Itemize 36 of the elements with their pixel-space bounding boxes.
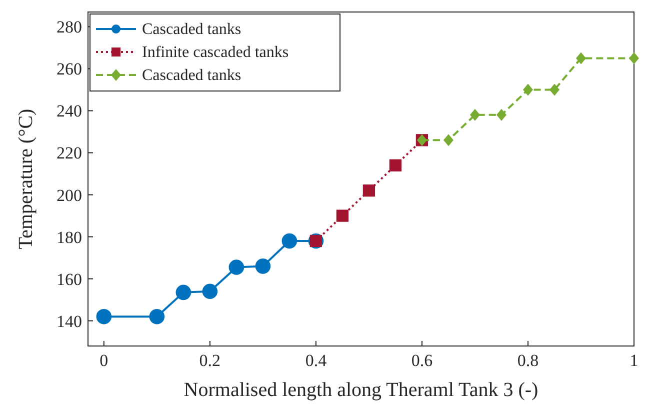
x-tick-label: 0.2 [199, 351, 221, 370]
point [282, 233, 298, 249]
y-tick-label: 200 [56, 186, 82, 205]
point [576, 52, 586, 64]
legend-label: Cascaded tanks [142, 67, 242, 84]
point [549, 84, 560, 96]
point [496, 108, 506, 121]
point [522, 84, 533, 96]
y-tick-label: 280 [56, 18, 82, 37]
point [336, 210, 349, 222]
point [389, 159, 402, 172]
legend-label: Cascaded tanks [142, 21, 242, 38]
x-tick-label: 0.4 [305, 351, 328, 370]
point [443, 134, 454, 146]
x-tick-label: 1 [630, 351, 638, 370]
x-axis-title: Normalised length along Theraml Tank 3 (-) [184, 379, 538, 401]
x-tick-label: 0.6 [411, 351, 433, 370]
point [228, 260, 244, 275]
y-tick-label: 260 [56, 60, 82, 79]
point [96, 308, 112, 324]
point [149, 308, 165, 324]
x-tick-label: 0 [100, 351, 108, 370]
point [255, 258, 271, 274]
point [176, 284, 192, 300]
y-tick-label: 180 [56, 228, 82, 247]
y-axis-title: Temperature (°C) [15, 108, 37, 250]
point [202, 284, 218, 300]
y-tick-label: 220 [56, 144, 82, 163]
y-tick-label: 160 [56, 270, 82, 289]
legend-label: Infinite cascaded tanks [142, 44, 289, 61]
x-tick-label: 0.8 [517, 351, 539, 370]
point [470, 108, 480, 121]
point [362, 184, 376, 197]
point [629, 52, 639, 64]
y-tick-label: 140 [56, 312, 82, 331]
y-tick-label: 240 [56, 102, 82, 121]
